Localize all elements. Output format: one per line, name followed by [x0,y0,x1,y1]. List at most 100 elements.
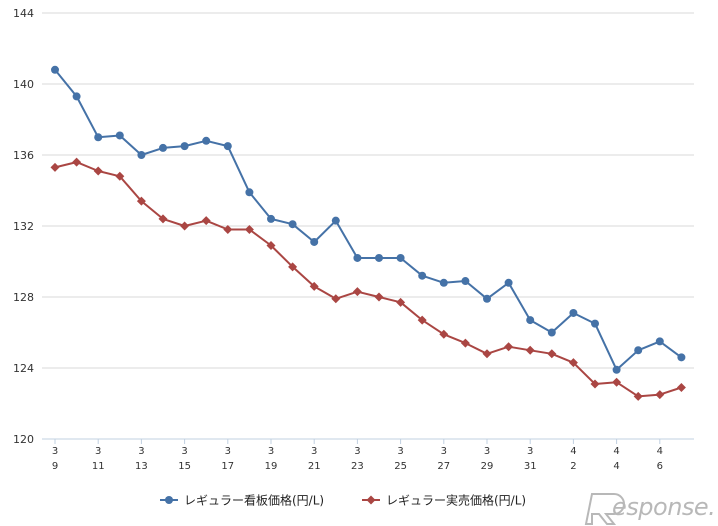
data-point [244,225,254,235]
x-tick-day-label: 6 [657,461,663,472]
legend: レギュラー看板価格(円/L) レギュラー実売価格(円/L) [160,493,526,508]
watermark-text: esponse. [612,493,715,521]
horizontal-gridlines [42,12,694,440]
data-point [655,337,664,346]
y-tick-label: 136 [13,149,34,162]
x-tick-month-label: 3 [138,446,144,457]
response-watermark-logo: esponse. [584,493,716,525]
data-point [266,241,276,251]
data-point [461,277,470,286]
data-point [72,92,81,101]
data-point [51,65,59,74]
data-point [180,142,189,151]
data-point [590,379,600,389]
data-point [676,383,686,393]
data-point [331,294,341,304]
x-axis: 3 9 3 11 3 13 3 15 3 17 3 19 3 21 3 23 3 25 3 27 3 29 3 31 4 2 4 4 4… [42,438,694,472]
data-point [547,328,556,337]
x-tick-month-label: 4 [657,446,663,457]
x-tick-day-label: 15 [178,461,191,472]
data-point [547,349,557,359]
legend-marker [366,495,376,505]
y-tick-label: 124 [13,362,34,375]
data-point [483,294,491,303]
x-tick-day-label: 11 [92,461,105,472]
legend-label: レギュラー看板価格(円/L) [184,493,324,508]
data-point [180,221,190,231]
x-tick-day-label: 21 [308,461,321,472]
data-point [612,377,622,387]
data-point [677,353,686,362]
data-point [417,315,427,325]
x-tick-day-label: 2 [570,461,576,472]
x-tick-month-label: 4 [613,446,619,457]
legend-item-1: レギュラー看板価格(円/L) [160,493,324,508]
series-1 [51,65,686,374]
series-2 [50,157,686,401]
data-point [612,365,621,374]
data-point [396,253,405,262]
data-point [93,166,103,176]
legend-item-2: レギュラー実売価格(円/L) [362,493,526,508]
x-tick-month-label: 3 [354,446,360,457]
y-tick-label: 132 [13,220,34,233]
data-point [526,316,535,325]
watermark-r-shape [584,493,625,525]
x-tick-day-label: 23 [351,461,364,472]
data-point [396,297,406,307]
data-point [482,349,492,359]
data-point [331,216,340,225]
data-point [569,308,578,317]
x-tick-month-label: 3 [268,446,274,457]
data-point [568,358,578,368]
y-tick-label: 140 [13,78,34,91]
x-tick-month-label: 3 [95,446,101,457]
data-point [202,136,211,145]
x-tick-day-label: 17 [221,461,234,472]
data-point [223,225,233,235]
data-point [374,292,384,302]
data-point [136,196,146,206]
x-tick-month-label: 3 [527,446,533,457]
y-axis: 120 124 128 132 136 140 144 [13,7,34,446]
data-point [158,214,168,224]
data-point [439,329,449,339]
data-point [418,271,427,280]
data-point [504,278,513,287]
data-point [352,287,362,297]
x-tick-day-label: 19 [265,461,278,472]
data-point [375,253,383,262]
legend-marker [165,496,173,504]
data-point [94,133,103,142]
x-tick-day-label: 13 [135,461,148,472]
series-group [50,65,686,401]
x-tick-day-label: 25 [394,461,407,472]
data-point [115,131,124,140]
x-tick-day-label: 4 [613,461,619,472]
data-point [288,262,298,272]
data-point [310,237,319,246]
y-tick-label: 120 [13,433,34,446]
data-point [288,220,297,229]
data-point [72,157,82,167]
data-point [50,162,60,172]
data-point [137,151,146,159]
data-point [591,319,599,328]
x-tick-month-label: 3 [311,446,317,457]
data-point [267,214,275,223]
data-point [460,338,470,348]
data-point [245,188,254,197]
series-line [54,161,682,398]
legend-label: レギュラー実売価格(円/L) [386,493,526,508]
x-tick-month-label: 3 [52,446,58,457]
data-point [504,342,514,352]
y-tick-label: 128 [13,291,34,304]
series-line [54,69,682,371]
data-point [115,171,125,181]
data-point [223,142,232,151]
x-tick-day-label: 27 [437,461,450,472]
x-tick-month-label: 3 [484,446,490,457]
data-point [634,346,643,355]
data-point [525,345,535,355]
